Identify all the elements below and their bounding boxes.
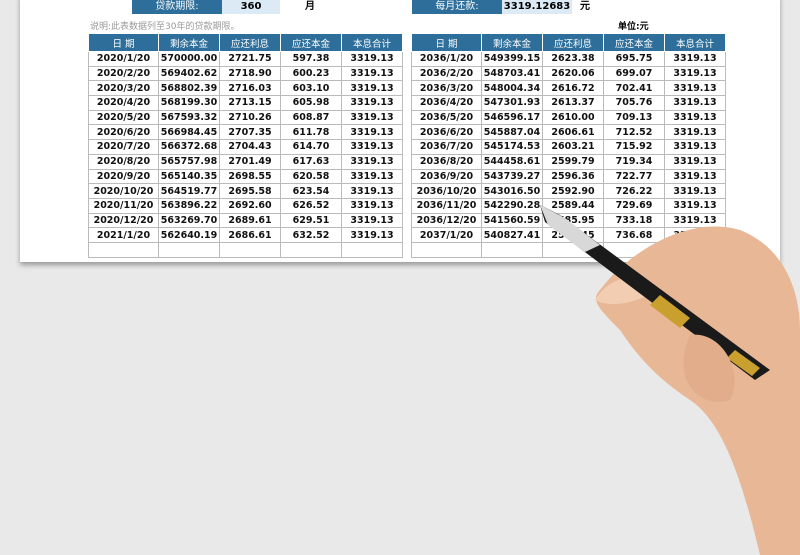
table-cell[interactable]: 3319.13 (341, 109, 403, 126)
table-row: 2020/7/20 566372.68 2704.43 614.70 3319.13 (88, 139, 403, 155)
column-header[interactable]: 日 期 (411, 33, 482, 52)
table-row: 2020/2/20 569402.62 2718.90 600.23 3319.13 (88, 65, 403, 82)
payment-unit: 元 (580, 1, 590, 12)
column-header[interactable]: 本息合计 (664, 33, 726, 52)
table-cell[interactable]: 2623.38 (542, 51, 604, 67)
table-cell[interactable]: 3319.13 (341, 51, 403, 67)
table-row: 2020/12/20 563269.70 2689.61 629.51 3319.13 (88, 212, 403, 229)
table-cell[interactable]: 702.41 (603, 80, 665, 97)
term-unit: 月 (305, 1, 315, 12)
table-row: 2036/6/20 545887.04 2606.61 712.52 3319.13 (411, 124, 726, 141)
column-header[interactable]: 本息合计 (341, 33, 403, 52)
header-row: 日 期剩余本金 应还利息 应还本金 本息合计 (411, 33, 726, 52)
table-row: 2020/9/20 565140.35 2698.55 620.58 3319.13 (88, 168, 403, 185)
unit-label: 单位:元 (618, 22, 649, 32)
table-cell[interactable]: 2036/4/20 (411, 95, 482, 111)
column-header[interactable]: 应还本金 (603, 33, 665, 52)
table-row (88, 241, 403, 258)
table-row: 2036/2/20 548703.41 2620.06 699.07 3319.13 (411, 65, 726, 82)
table-row: 2021/1/20 562640.19 2686.61 632.52 3319.13 (88, 227, 403, 243)
table-row: 2036/11/20 542290.28 2589.44 729.69 3319.13 (411, 197, 726, 214)
table-cell[interactable]: 603.10 (280, 80, 342, 97)
table-row: 2020/10/20 564519.77 2695.58 623.54 3319.13 (88, 183, 403, 199)
table-cell[interactable]: 3319.13 (664, 109, 726, 126)
table-row: 2036/9/20 543739.27 2596.36 722.77 3319.13 (411, 168, 726, 185)
column-header[interactable]: 剩余本金 (158, 33, 220, 52)
table-cell[interactable]: 3319.13 (664, 80, 726, 97)
table-cell[interactable]: 705.76 (603, 95, 665, 111)
table-cell[interactable]: 2036/3/20 (411, 80, 482, 97)
table-row: 2036/5/20 546596.17 2610.00 709.13 3319.13 (411, 109, 726, 126)
column-header[interactable]: 应还利息 (542, 33, 604, 52)
table-cell[interactable]: 3319.13 (664, 65, 726, 82)
table-cell[interactable]: 699.07 (603, 65, 665, 82)
payment-value[interactable]: 3319.12683 (502, 0, 572, 14)
column-header[interactable]: 应还本金 (280, 33, 342, 52)
table-cell[interactable]: 548703.41 (481, 65, 543, 82)
note-text: 说明:此表数据列至30年的贷款期限。 (90, 22, 240, 32)
table-cell[interactable]: 3319.13 (664, 51, 726, 67)
table-row: 2020/3/20 568802.39 2716.03 603.10 3319.13 (88, 80, 403, 97)
table-cell[interactable]: 709.13 (603, 109, 665, 126)
table-cell[interactable]: 2710.26 (219, 109, 281, 126)
right-table: 日 期剩余本金 应还利息 应还本金 本息合计 2036/1/20 549399.15 262… (411, 33, 726, 258)
header-row: 日 期剩余本金 应还利息 应还本金 本息合计 (88, 33, 403, 52)
table-row: 2020/4/20 568199.30 2713.15 605.98 3319.13 (88, 95, 403, 111)
left-table: 日 期剩余本金 应还利息 应还本金 本息合计 2020/1/20 570000.00 272… (88, 33, 403, 258)
column-header[interactable]: 剩余本金 (481, 33, 543, 52)
table-cell[interactable]: 567593.32 (158, 109, 220, 126)
table-cell[interactable]: 3319.13 (341, 95, 403, 111)
table-cell[interactable]: 2610.00 (542, 109, 604, 126)
table-row: 2036/8/20 544458.61 2599.79 719.34 3319.13 (411, 153, 726, 170)
table-cell[interactable]: 608.87 (280, 109, 342, 126)
table-row: 2036/1/20 549399.15 2623.38 695.75 3319.13 (411, 51, 726, 67)
table-cell[interactable]: 3319.13 (664, 95, 726, 111)
table-cell[interactable]: 3319.13 (341, 65, 403, 82)
table-cell[interactable]: 568199.30 (158, 95, 220, 111)
table-cell[interactable]: 546596.17 (481, 109, 543, 126)
table-row: 2020/1/20 570000.00 2721.75 597.38 3319.13 (88, 51, 403, 67)
table-cell[interactable]: 548004.34 (481, 80, 543, 97)
table-row: 2036/12/20 541560.59 2585.95 733.18 3319.13 (411, 212, 726, 229)
payment-label: 每月还款: (412, 0, 502, 14)
table-cell[interactable] (341, 241, 403, 258)
term-label: 贷款期限: (132, 0, 222, 14)
table-cell[interactable]: 2616.72 (542, 80, 604, 97)
table-row: 2020/5/20 567593.32 2710.26 608.87 3319.13 (88, 109, 403, 126)
table-row: 2036/3/20 548004.34 2616.72 702.41 3319.13 (411, 80, 726, 97)
table-cell[interactable]: 569402.62 (158, 65, 220, 82)
table-cell[interactable]: 2036/2/20 (411, 65, 482, 82)
column-header[interactable]: 日 期 (88, 33, 159, 52)
table-cell[interactable]: 3319.13 (341, 80, 403, 97)
term-value[interactable]: 360 (222, 0, 280, 14)
table-row: 2036/4/20 547301.93 2613.37 705.76 3319.13 (411, 95, 726, 111)
